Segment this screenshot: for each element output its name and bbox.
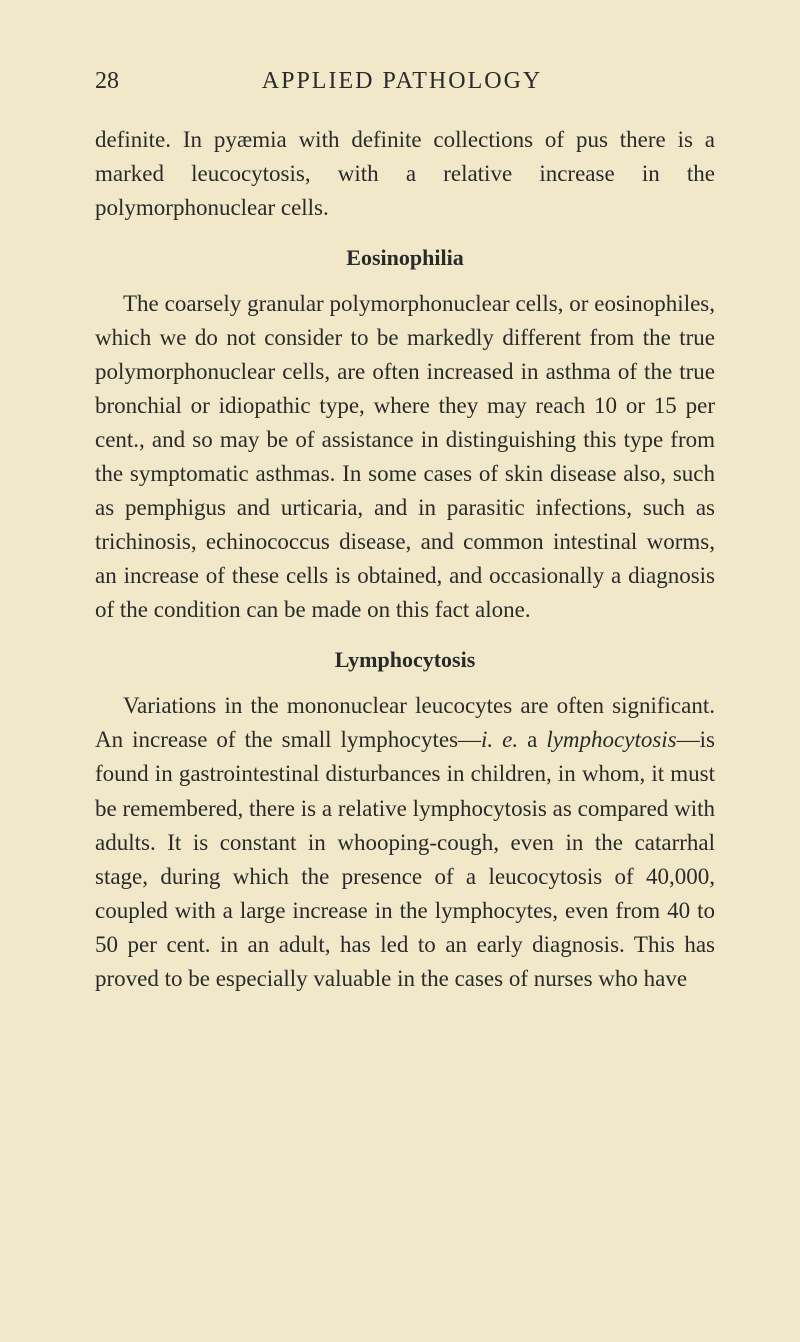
running-title: APPLIED PATHOLOGY	[119, 68, 715, 95]
page-number: 28	[95, 68, 119, 95]
heading-eosinophilia: Eosinophilia	[95, 245, 715, 271]
p3-italic-1: i. e.	[481, 727, 518, 752]
p3-italic-2: lymphocytosis	[546, 727, 676, 752]
heading-lymphocytosis: Lymphocytosis	[95, 647, 715, 673]
p3-text-2: a	[518, 727, 546, 752]
paragraph-1: definite. In pyæmia with definite collec…	[95, 123, 715, 225]
paragraph-2: The coarsely granular polymorphonuclear …	[95, 287, 715, 627]
page-header: 28 APPLIED PATHOLOGY	[95, 68, 715, 95]
paragraph-3: Variations in the mononuclear leucocytes…	[95, 689, 715, 995]
p3-text-3: —is found in gastro­intestinal disturban…	[95, 727, 715, 990]
